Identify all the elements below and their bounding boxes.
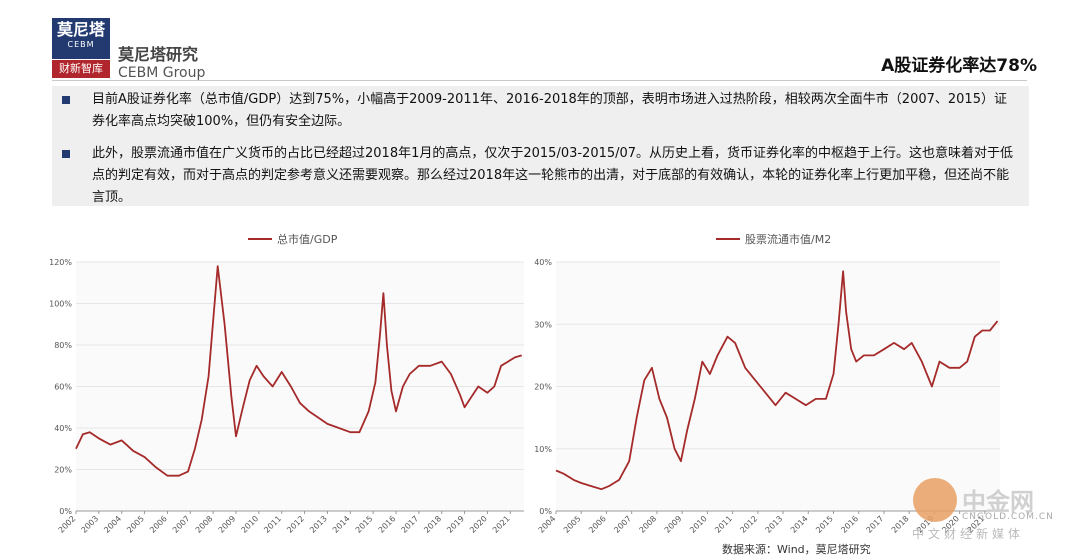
series-line-0 xyxy=(75,265,522,477)
y-tick-label: 0% xyxy=(59,507,72,516)
x-tick-label: 2004 xyxy=(537,514,558,535)
watermark-logo-icon xyxy=(913,478,957,522)
y-tick-label: 100% xyxy=(49,300,72,309)
legend-line-icon xyxy=(716,238,740,240)
x-tick-label: 2004 xyxy=(102,514,123,535)
x-tick-label: 2002 xyxy=(57,514,78,535)
brand-name-en: CEBM Group xyxy=(118,65,206,81)
y-tick-label: 0% xyxy=(539,507,552,516)
x-tick-label: 2018 xyxy=(890,514,911,535)
data-source: 数据来源：Wind，莫尼塔研究 xyxy=(722,543,871,556)
series-line-0 xyxy=(555,270,999,491)
x-tick-label: 2014 xyxy=(789,514,810,535)
x-tick-label: 2020 xyxy=(468,514,489,535)
x-tick-label: 2012 xyxy=(285,514,306,535)
summary-box: 目前A股证券化率（总市值/GDP）达到75%，小幅高于2009-2011年、20… xyxy=(52,86,1029,206)
x-tick-label: 2015 xyxy=(354,514,375,535)
y-tick-label: 20% xyxy=(534,383,552,392)
brand: 莫尼塔研究 CEBM Group xyxy=(118,45,205,82)
logo: 莫尼塔 CEBM 财新智库 xyxy=(52,18,110,78)
x-tick-label: 2016 xyxy=(839,514,860,535)
summary-paragraph-1: 目前A股证券化率（总市值/GDP）达到75%，小幅高于2009-2011年、20… xyxy=(92,92,1007,129)
x-tick-label: 2008 xyxy=(638,514,659,535)
chart2-legend: 股票流通市值/M2 xyxy=(716,231,831,247)
watermark-subtitle: 中文财经新媒体 xyxy=(912,527,1025,541)
y-tick-label: 10% xyxy=(534,445,552,454)
x-tick-label: 2011 xyxy=(713,514,734,535)
x-tick-label: 2011 xyxy=(262,514,283,535)
chart1-legend: 总市值/GDP xyxy=(248,231,337,247)
chart-market-cap-gdp: 0%20%40%60%80%100%120%2002 2003 2004 2005 20… xyxy=(49,258,524,535)
logo-cn: 莫尼塔 xyxy=(56,20,105,39)
y-tick-label: 60% xyxy=(54,383,72,392)
x-tick-label: 2007 xyxy=(171,514,192,535)
x-tick-label: 2005 xyxy=(562,514,583,535)
watermark-text: 中金网 xyxy=(962,488,1034,516)
x-tick-label: 2010 xyxy=(240,514,261,535)
summary-paragraph-2: 此外，股票流通市值在广义货币的占比已经超过2018年1月的高点，仅次于2015/… xyxy=(92,146,1014,205)
logo-en: CEBM xyxy=(67,40,95,49)
legend-line-icon xyxy=(248,238,272,240)
bullet-square-icon xyxy=(62,96,70,104)
y-tick-label: 80% xyxy=(54,341,72,350)
bullet-square-icon xyxy=(62,150,70,158)
chart2-legend-label: 股票流通市值/M2 xyxy=(745,233,832,246)
x-tick-label: 2017 xyxy=(865,514,886,535)
x-tick-label: 2021 xyxy=(491,514,512,535)
watermark-url: CNGOLD.COM.CN xyxy=(962,512,1054,522)
chart1-legend-label: 总市值/GDP xyxy=(277,233,338,246)
y-tick-label: 40% xyxy=(54,424,72,433)
x-tick-label: 2009 xyxy=(217,514,238,535)
y-tick-label: 20% xyxy=(54,466,72,475)
x-tick-label: 2009 xyxy=(663,514,684,535)
x-tick-label: 2013 xyxy=(308,514,329,535)
x-tick-label: 2003 xyxy=(80,514,101,535)
x-tick-label: 2015 xyxy=(814,514,835,535)
y-tick-label: 120% xyxy=(49,258,72,267)
x-tick-label: 2006 xyxy=(587,514,608,535)
logo-top: 莫尼塔 CEBM xyxy=(52,18,110,59)
brand-name-cn: 莫尼塔研究 xyxy=(118,45,199,64)
x-tick-label: 2014 xyxy=(331,514,352,535)
x-tick-label: 2016 xyxy=(377,514,398,535)
x-tick-label: 2010 xyxy=(688,514,709,535)
x-tick-label: 2008 xyxy=(194,514,215,535)
y-tick-label: 40% xyxy=(534,258,552,267)
x-tick-label: 2019 xyxy=(445,514,466,535)
x-tick-label: 2013 xyxy=(764,514,785,535)
header-divider xyxy=(52,80,1027,81)
x-tick-label: 2005 xyxy=(125,514,146,535)
x-tick-label: 2007 xyxy=(612,514,633,535)
x-tick-label: 2017 xyxy=(400,514,421,535)
x-tick-label: 2006 xyxy=(148,514,169,535)
x-tick-label: 2012 xyxy=(738,514,759,535)
y-tick-label: 30% xyxy=(534,320,552,329)
logo-sub: 财新智库 xyxy=(52,60,110,78)
x-tick-label: 2018 xyxy=(422,514,443,535)
page-title: A股证券化率达78% xyxy=(881,56,1037,76)
